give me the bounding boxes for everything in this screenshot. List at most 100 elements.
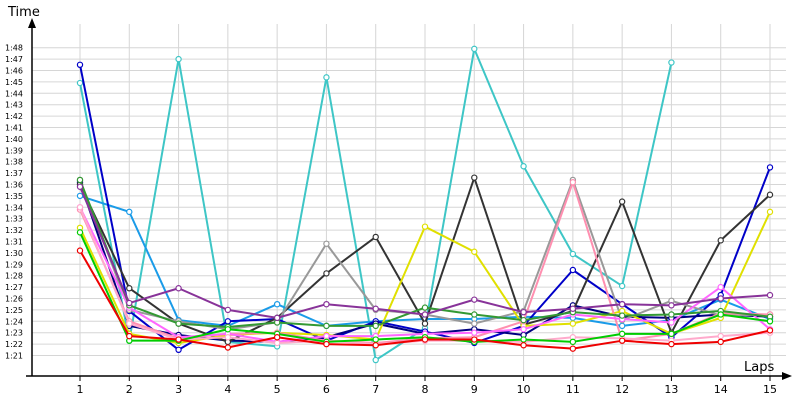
data-point bbox=[273, 339, 281, 347]
series-11 bbox=[76, 176, 774, 331]
x-tick-label: 6 bbox=[323, 383, 330, 396]
series-13 bbox=[76, 247, 774, 352]
data-point bbox=[76, 229, 84, 236]
data-point bbox=[76, 61, 84, 69]
data-point bbox=[471, 174, 478, 181]
data-point bbox=[323, 301, 330, 308]
data-point bbox=[618, 282, 626, 290]
y-tick-label: 1:45 bbox=[5, 78, 23, 87]
data-point bbox=[471, 45, 478, 53]
axes bbox=[26, 18, 792, 380]
data-point bbox=[618, 312, 626, 319]
data-point bbox=[766, 164, 774, 171]
data-point bbox=[471, 311, 478, 318]
data-point bbox=[372, 233, 379, 241]
data-point bbox=[126, 299, 133, 307]
data-point bbox=[323, 74, 330, 81]
y-tick-label: 1:42 bbox=[5, 112, 23, 121]
data-point bbox=[618, 198, 626, 205]
series-lines bbox=[76, 45, 774, 364]
data-point bbox=[273, 301, 281, 308]
data-point bbox=[520, 326, 527, 333]
data-point bbox=[273, 314, 281, 322]
data-point bbox=[372, 336, 379, 343]
data-point bbox=[717, 283, 724, 291]
data-point bbox=[668, 330, 675, 338]
x-tick-label: 4 bbox=[224, 383, 231, 396]
y-tick-label: 1:39 bbox=[5, 146, 23, 155]
data-point bbox=[668, 311, 675, 318]
x-tick-label: 2 bbox=[126, 383, 133, 396]
data-point bbox=[421, 304, 429, 311]
data-point bbox=[76, 247, 84, 254]
data-point bbox=[175, 285, 182, 292]
y-tick-label: 1:26 bbox=[5, 295, 23, 304]
y-tick-label: 1:48 bbox=[5, 44, 23, 53]
y-tick-label: 1:38 bbox=[5, 158, 23, 167]
data-point bbox=[76, 176, 84, 184]
data-point bbox=[717, 311, 724, 318]
x-tick-label: 11 bbox=[566, 383, 580, 396]
x-tick-label: 3 bbox=[175, 383, 182, 396]
y-tick-label: 1:22 bbox=[5, 340, 23, 349]
data-point bbox=[224, 344, 232, 351]
data-point bbox=[372, 305, 379, 312]
y-tick-label: 1:29 bbox=[5, 260, 23, 269]
x-tick-label: 7 bbox=[372, 383, 379, 396]
x-tick-labels: 1 2 3 4 5 6 7 8 9 10 11 12 13 14 15 bbox=[77, 376, 777, 396]
y-tick-label: 1:27 bbox=[5, 283, 23, 292]
y-axis-arrow bbox=[28, 18, 36, 28]
data-point bbox=[569, 179, 577, 186]
data-point bbox=[618, 330, 626, 338]
data-point bbox=[273, 334, 281, 341]
data-point bbox=[126, 320, 133, 327]
data-point bbox=[76, 79, 84, 87]
data-point bbox=[520, 308, 527, 316]
x-tick-label: 9 bbox=[471, 383, 478, 396]
y-tick-label: 1:33 bbox=[5, 215, 23, 224]
x-axis-title: Laps bbox=[744, 360, 774, 375]
data-point bbox=[421, 336, 429, 343]
data-point bbox=[618, 301, 626, 308]
data-point bbox=[372, 356, 379, 364]
data-point bbox=[569, 266, 577, 274]
data-point bbox=[175, 55, 182, 63]
data-point bbox=[471, 248, 478, 255]
y-tick-label: 1:28 bbox=[5, 272, 23, 281]
data-point bbox=[372, 342, 379, 349]
data-point bbox=[717, 332, 724, 340]
data-point bbox=[76, 183, 84, 190]
y-tick-label: 1:25 bbox=[5, 306, 23, 315]
data-point bbox=[717, 237, 724, 244]
y-tick-label: 1:35 bbox=[5, 192, 23, 201]
data-point bbox=[471, 329, 478, 336]
x-tick-label: 12 bbox=[615, 383, 629, 396]
data-point bbox=[569, 338, 577, 346]
data-point bbox=[323, 340, 330, 348]
data-point bbox=[421, 320, 429, 327]
x-axis-arrow bbox=[782, 372, 792, 380]
y-tick-label: 1:24 bbox=[5, 317, 23, 326]
data-point bbox=[126, 332, 133, 340]
data-point bbox=[766, 208, 774, 216]
data-point bbox=[323, 322, 330, 330]
x-tick-label: 14 bbox=[714, 383, 728, 396]
data-point bbox=[224, 326, 232, 333]
y-tick-label: 1:30 bbox=[5, 249, 23, 258]
y-tick-label: 1:37 bbox=[5, 169, 23, 178]
data-point bbox=[421, 223, 429, 230]
data-point bbox=[323, 240, 330, 247]
data-point bbox=[175, 320, 182, 327]
data-point bbox=[126, 208, 133, 216]
data-point bbox=[323, 270, 330, 277]
data-point bbox=[76, 204, 84, 211]
data-point bbox=[668, 319, 675, 326]
y-tick-label: 1:31 bbox=[5, 238, 23, 247]
data-point bbox=[766, 291, 774, 299]
y-tick-label: 1:46 bbox=[5, 67, 23, 76]
data-point bbox=[421, 311, 429, 318]
data-point bbox=[471, 320, 478, 327]
x-tick-label: 15 bbox=[763, 383, 777, 396]
data-point bbox=[520, 316, 527, 324]
